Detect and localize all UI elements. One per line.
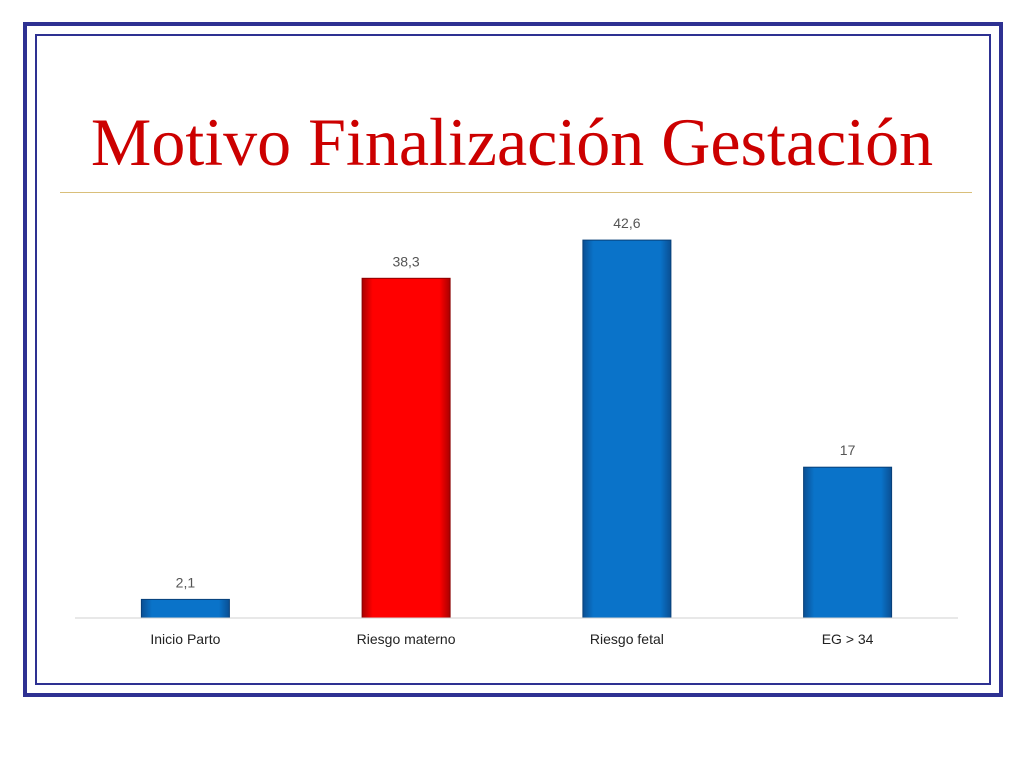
- slide-inner-frame: [35, 34, 991, 685]
- bar-4: [803, 466, 893, 619]
- category-label-2: Riesgo materno: [357, 631, 456, 647]
- bar-2: [361, 277, 451, 619]
- slide-frame: [23, 22, 1003, 697]
- bars-group: [140, 239, 893, 619]
- category-label-1: Inicio Parto: [150, 631, 220, 647]
- title-divider: [60, 192, 972, 193]
- data-label-4: 17: [840, 442, 856, 458]
- data-label-1: 2,1: [176, 574, 196, 590]
- labels-group: 2,1 Inicio Parto 38,3 Riesgo materno 42,6 Rie…: [150, 215, 873, 647]
- bar-3: [582, 239, 672, 619]
- slide-title: Motivo Finalización Gestación: [90, 104, 934, 180]
- data-label-3: 42,6: [613, 215, 640, 231]
- data-label-2: 38,3: [392, 253, 419, 269]
- category-label-3: Riesgo fetal: [590, 631, 664, 647]
- category-label-4: EG > 34: [822, 631, 874, 647]
- bar-1: [140, 598, 230, 619]
